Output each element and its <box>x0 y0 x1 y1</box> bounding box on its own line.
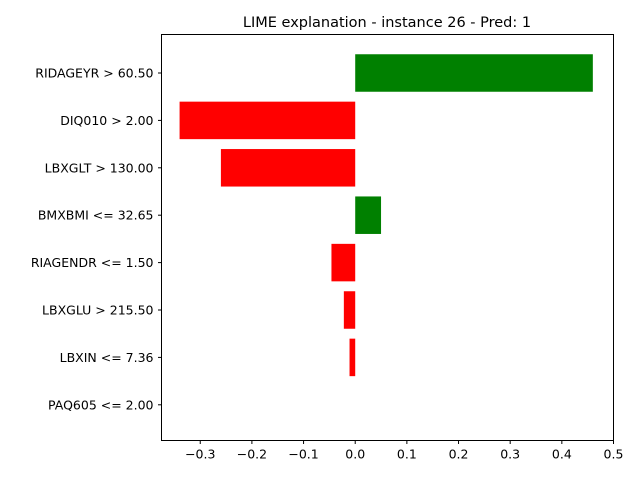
y-axis: RIDAGEYR > 60.50 DIQ010 > 2.00 LBXGLT > 13… <box>31 66 162 412</box>
y-tick-label: LBXIN <= 7.36 <box>60 350 154 365</box>
bars-layer <box>179 54 593 377</box>
x-tick-label: 0.1 <box>397 447 417 462</box>
x-tick-label: 0.2 <box>449 447 469 462</box>
plot-frame <box>161 34 614 441</box>
y-tick-label: LBXGLT > 130.00 <box>45 160 154 175</box>
x-tick-label: 0.0 <box>345 447 365 462</box>
x-tick-label: 0.4 <box>552 447 572 462</box>
x-tick-label: −0.1 <box>288 447 318 462</box>
x-axis: −0.3 −0.2 −0.1 0.0 0.1 0.2 0.3 0.4 0.5 <box>185 440 624 462</box>
y-tick-label: RIAGENDR <= 1.50 <box>31 255 154 270</box>
x-tick-label: −0.3 <box>185 447 215 462</box>
y-tick-label: LBXGLU > 215.50 <box>42 303 153 318</box>
bar-3 <box>355 196 382 234</box>
bar-5 <box>343 291 356 329</box>
x-tick-label: 0.3 <box>500 447 520 462</box>
bar-4 <box>331 243 356 282</box>
x-tick-label: −0.2 <box>237 447 267 462</box>
x-tick-label: 0.5 <box>604 447 624 462</box>
bar-6 <box>349 338 356 377</box>
y-tick-label: RIDAGEYR > 60.50 <box>35 66 153 81</box>
y-tick-label: BMXBMI <= 32.65 <box>38 208 154 223</box>
y-tick-label: PAQ605 <= 2.00 <box>48 397 154 412</box>
bar-2 <box>220 149 356 187</box>
bar-0 <box>355 54 593 92</box>
y-tick-label: DIQ010 > 2.00 <box>60 113 153 128</box>
chart-title: LIME explanation - instance 26 - Pred: 1 <box>243 15 531 31</box>
bar-1 <box>179 101 356 140</box>
